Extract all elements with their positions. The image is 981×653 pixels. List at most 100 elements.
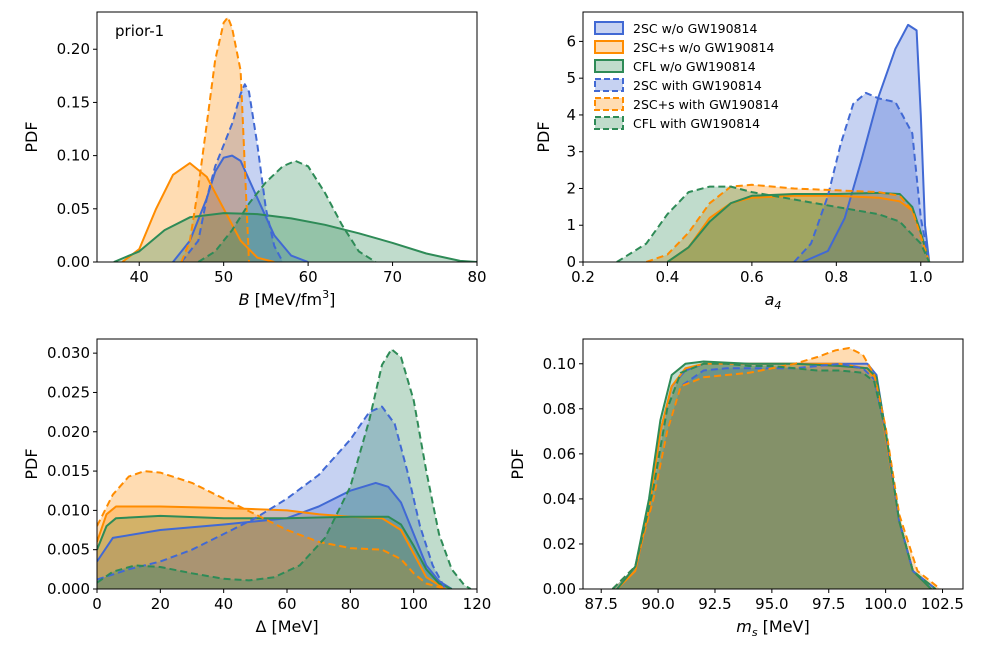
- x-tick-label: 60: [299, 268, 318, 286]
- area-2sc-with-gw190814: [612, 363, 936, 589]
- series-group: [113, 16, 477, 262]
- legend-label: 2SC+s w/o GW190814: [633, 40, 774, 55]
- legend-swatch: [594, 21, 624, 35]
- line-2sc-pluss-w-o-gw190814: [97, 505, 446, 589]
- area-cfl-with-gw190814: [612, 363, 936, 589]
- y-tick-label: 0.015: [47, 462, 90, 480]
- y-tick-label: 0.020: [47, 423, 90, 441]
- line-cfl-w-o-gw190814: [97, 514, 453, 589]
- y-tick-label: 0.030: [47, 344, 90, 362]
- legend: 2SC w/o GW190814 2SC+s w/o GW190814 CFL w/…: [594, 21, 779, 131]
- legend-swatch: [594, 116, 624, 130]
- legend-label: 2SC+s with GW190814: [633, 97, 779, 112]
- legend-label: CFL w/o GW190814: [633, 59, 756, 74]
- x-axis-label: a4: [765, 290, 782, 312]
- x-tick-label: 102.5: [921, 595, 964, 613]
- area-cfl-w-o-gw190814: [617, 361, 932, 589]
- y-tick-label: 0.10: [543, 355, 576, 373]
- panel-Delta: 0 20 40 60 80 100 120 0.000 0.005 0.010 0.015 0.020…: [22, 338, 492, 636]
- x-axis-label: B [MeV/fm3]: [239, 288, 336, 309]
- area-2sc-pluss-with-gw190814: [646, 184, 930, 262]
- area-2sc-pluss-w-o-gw190814: [122, 163, 275, 262]
- y-tick-label: 0.02: [543, 535, 576, 553]
- panel-B: 40 50 60 70 80 0.00 0.05 0.10 0.15 0.20 PDF B [MeV/…: [22, 11, 487, 309]
- line-2sc-w-o-gw190814: [172, 154, 309, 262]
- x-tick-label: 40: [130, 268, 149, 286]
- x-tick-label: 0.6: [740, 268, 764, 286]
- y-tick-label: 5: [566, 69, 576, 87]
- area-cfl-w-o-gw190814: [113, 213, 477, 262]
- line-cfl-with-gw190814: [197, 159, 377, 262]
- legend-label: CFL with GW190814: [633, 116, 760, 131]
- y-tick-label: 0.05: [57, 200, 90, 218]
- axes-frame: [582, 11, 964, 263]
- y-tick-label: 0.20: [57, 40, 90, 58]
- line-2sc-with-gw190814: [180, 83, 284, 262]
- area-cfl-w-o-gw190814: [97, 515, 452, 589]
- axes-frame: [96, 11, 478, 263]
- y-tick-label: 4: [566, 106, 576, 124]
- y-tick-label: 3: [566, 143, 576, 161]
- y-axis-label: PDF: [534, 121, 553, 152]
- line-2sc-with-gw190814: [97, 405, 447, 589]
- annotation-prior: prior-1: [115, 22, 164, 40]
- area-2sc-w-o-gw190814: [617, 363, 932, 589]
- legend-swatch: [594, 59, 624, 73]
- y-tick-label: 0.04: [543, 490, 576, 508]
- x-tick-label: 70: [383, 268, 402, 286]
- area-cfl-with-gw190814: [198, 160, 376, 262]
- x-tick-label: 90.0: [641, 595, 674, 613]
- area-2sc-pluss-with-gw190814: [612, 348, 941, 589]
- line-cfl-w-o-gw190814: [113, 212, 477, 262]
- y-tick-label: 0.15: [57, 93, 90, 111]
- x-axis-label: Δ [MeV]: [255, 617, 318, 636]
- line-2sc-w-o-gw190814: [97, 481, 453, 589]
- x-tick-label: 0.2: [571, 268, 595, 286]
- x-tick-label: 0.4: [656, 268, 680, 286]
- area-2sc-with-gw190814: [181, 84, 283, 262]
- y-tick-label: 0.08: [543, 400, 576, 418]
- line-2sc-pluss-with-gw190814: [97, 470, 446, 589]
- y-tick-label: 0.010: [47, 501, 90, 519]
- y-tick-label: 0.025: [47, 383, 90, 401]
- x-axis-label: ms [MeV]: [736, 617, 810, 639]
- x-tick-label: 95.0: [755, 595, 788, 613]
- area-2sc-w-o-gw190814: [173, 155, 309, 262]
- x-tick-label: 92.5: [698, 595, 731, 613]
- axes-frame: [582, 338, 964, 590]
- y-tick-label: 0.00: [543, 580, 576, 598]
- x-tick-label: 100: [399, 595, 428, 613]
- line-2sc-pluss-with-gw190814: [645, 183, 931, 262]
- y-axis-label: PDF: [22, 121, 41, 152]
- y-tick-label: 0.005: [47, 541, 90, 559]
- legend-swatch: [594, 97, 624, 111]
- legend-swatch: [594, 40, 624, 54]
- line-2sc-pluss-with-gw190814: [180, 16, 250, 262]
- legend-label: 2SC with GW190814: [633, 78, 762, 93]
- x-tick-label: 120: [463, 595, 492, 613]
- line-2sc-w-o-gw190814: [802, 23, 931, 262]
- x-tick-label: 87.5: [585, 595, 618, 613]
- x-tick-label: 0.8: [824, 268, 848, 286]
- area-2sc-pluss-with-gw190814: [97, 471, 446, 589]
- y-tick-label: 6: [566, 32, 576, 50]
- y-tick-label: 0.00: [57, 253, 90, 271]
- area-2sc-pluss-w-o-gw190814: [617, 363, 932, 589]
- line-cfl-with-gw190814: [97, 348, 472, 589]
- y-tick-label: 1: [566, 216, 576, 234]
- y-tick-label: 0.10: [57, 147, 90, 165]
- panel-a4: 0.2 0.4 0.6 0.8 1.0 0 1 2 3 4 5 6 PDF a4 2SC w/o GW190…: [534, 11, 964, 312]
- area-2sc-w-o-gw190814: [802, 24, 930, 262]
- line-cfl-w-o-gw190814: [666, 191, 931, 262]
- y-tick-label: 2: [566, 179, 576, 197]
- legend-label: 2SC w/o GW190814: [633, 21, 757, 36]
- x-tick-label: 97.5: [812, 595, 845, 613]
- legend-swatch: [594, 78, 624, 92]
- x-tick-label: 50: [214, 268, 233, 286]
- series-group: [97, 348, 472, 589]
- x-tick-label: 1.0: [909, 268, 933, 286]
- line-2sc-with-gw190814: [793, 91, 931, 262]
- y-tick-label: 0.06: [543, 445, 576, 463]
- area-cfl-with-gw190814: [616, 186, 930, 262]
- area-2sc-with-gw190814: [97, 406, 446, 589]
